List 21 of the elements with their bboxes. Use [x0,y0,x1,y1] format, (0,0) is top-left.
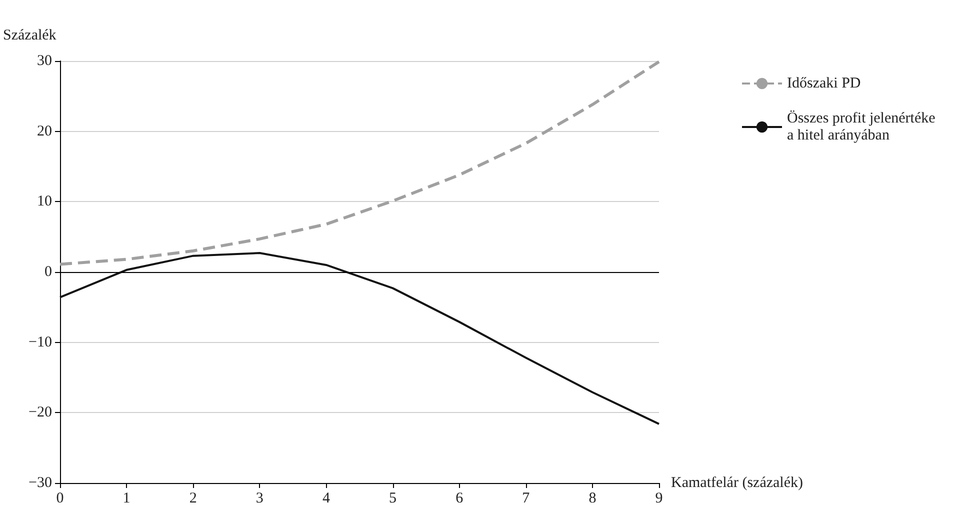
x-tick-label: 9 [655,490,663,506]
x-tick-label: 0 [56,490,64,506]
y-tick-label: 20 [37,123,52,140]
x-axis-title: Kamatfelár (százalék) [671,475,803,491]
y-axis-title: Százalék [3,28,57,44]
y-tick-label: 0 [44,264,52,280]
legend-label: Összes profit jelenértéke a hitel arányában [787,110,940,144]
x-tick-label: 4 [322,490,330,506]
x-tick-label: 3 [256,490,264,506]
y-tick-label: −10 [28,334,52,350]
x-tick-label: 6 [456,490,464,506]
x-tick-label: 5 [389,490,397,506]
x-tick-label: 1 [122,490,130,506]
x-tick-label: 8 [588,490,596,506]
y-tick-label: −30 [28,475,52,491]
y-tick-label: 30 [37,53,52,69]
legend-label: Időszaki PD [787,76,861,92]
y-tick-label: 10 [37,194,52,210]
x-tick-label: 2 [189,490,197,506]
x-tick-label: 7 [522,490,530,506]
y-tick-label: −20 [28,404,52,421]
